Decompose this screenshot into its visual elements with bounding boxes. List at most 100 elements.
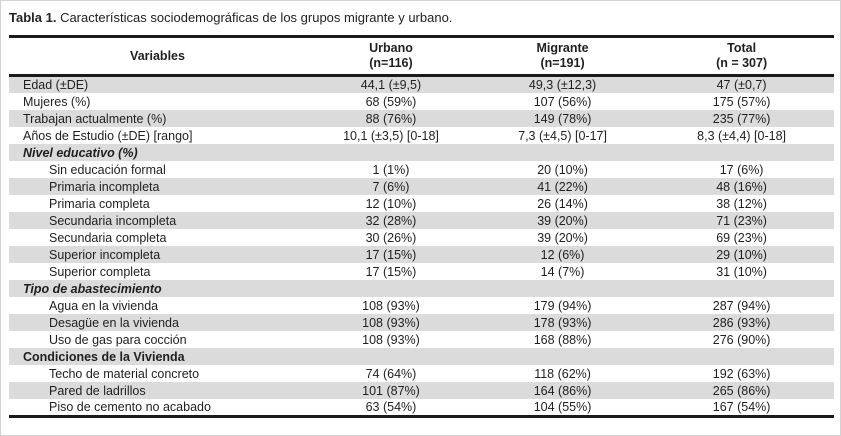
cell-migrante: 179 (94%) bbox=[533, 298, 592, 313]
cell-total: 276 (90%) bbox=[712, 332, 771, 347]
column-header-variables: Variables bbox=[9, 36, 306, 77]
cell-urbano: 63 (54%) bbox=[365, 400, 417, 414]
row-label: Edad (±DE) bbox=[23, 78, 89, 92]
column-header-urbano: Urbano (n=116) bbox=[306, 36, 476, 77]
cell-total: 38 (12%) bbox=[716, 196, 767, 211]
cell-migrante: 41 (22%) bbox=[537, 179, 588, 194]
column-header-migrante: Migrante (n=191) bbox=[475, 36, 650, 77]
table-row: Superior completa 17 (15%) 14 (7%) 31 (10%) bbox=[9, 263, 834, 280]
row-label: Primaria incompleta bbox=[49, 179, 160, 194]
table-title-text: Características sociodemográficas de los… bbox=[56, 10, 453, 25]
cell-migrante: 164 (86%) bbox=[533, 383, 592, 398]
cell-migrante: 14 (7%) bbox=[540, 264, 585, 279]
cell-total: 287 (94%) bbox=[712, 298, 771, 313]
row-label: Desagüe en la vivienda bbox=[49, 315, 179, 330]
table-row: Secundaria incompleta 32 (28%) 39 (20%) 71 … bbox=[9, 212, 834, 229]
cell-migrante: 39 (20%) bbox=[537, 230, 588, 245]
column-header-total: Total (n = 307) bbox=[649, 36, 834, 77]
cell-migrante: 107 (56%) bbox=[533, 94, 592, 109]
cell-total: 69 (23%) bbox=[716, 230, 767, 245]
section-row: Nivel educativo (%) bbox=[9, 144, 834, 161]
table-row: Techo de material concreto 74 (64%) 118 (6… bbox=[9, 365, 834, 382]
row-label: Secundaria incompleta bbox=[49, 213, 177, 228]
group-n: (n = 307) bbox=[716, 56, 768, 70]
table-row: Pared de ladrillos 101 (87%) 164 (86%) 265 … bbox=[9, 382, 834, 399]
cell-urbano: 108 (93%) bbox=[362, 315, 420, 330]
table-title-label: Tabla 1. bbox=[9, 10, 57, 25]
row-label: Sin educación formal bbox=[49, 162, 166, 177]
section-row: Condiciones de la Vivienda bbox=[9, 348, 834, 365]
row-label: Piso de cemento no acabado bbox=[49, 400, 211, 414]
table-row: Años de Estudio (±DE) [rango] 10,1 (±3,5)… bbox=[9, 127, 834, 144]
section-label: Condiciones de la Vivienda bbox=[23, 349, 185, 364]
table-row: Uso de gas para cocción 108 (93%) 168 (88%… bbox=[9, 331, 834, 348]
group-n: (n=116) bbox=[369, 56, 413, 70]
cell-migrante: 118 (62%) bbox=[534, 366, 591, 381]
header-row: Variables Urbano (n=116) Migrante (n=191… bbox=[9, 36, 834, 77]
cell-urbano: 17 (15%) bbox=[365, 247, 417, 262]
cell-urbano: 88 (76%) bbox=[365, 111, 417, 126]
row-label: Primaria completa bbox=[49, 196, 150, 211]
table-body: Edad (±DE) 44,1 (±9,5) 49,3 (±12,3) 47 (±0,… bbox=[9, 75, 834, 417]
cell-urbano: 1 (1%) bbox=[372, 162, 410, 177]
row-label: Superior completa bbox=[49, 264, 151, 279]
group-name: Total bbox=[727, 41, 757, 55]
cell-migrante: 7,3 (±4,5) [0-17] bbox=[518, 128, 607, 143]
cell-urbano: 108 (93%) bbox=[362, 298, 420, 313]
cell-migrante: 178 (93%) bbox=[533, 315, 592, 330]
table-row: Agua en la vivienda 108 (93%) 179 (94%) 287… bbox=[9, 297, 834, 314]
cell-urbano: 44,1 (±9,5) bbox=[360, 78, 422, 92]
sociodemographics-table: Variables Urbano (n=116) Migrante (n=191… bbox=[9, 35, 834, 418]
cell-total: 167 (54%) bbox=[712, 400, 771, 414]
table-row: Desagüe en la vivienda 108 (93%) 178 (93%)… bbox=[9, 314, 834, 331]
table-row: Piso de cemento no acabado 63 (54%) 104 (5… bbox=[9, 399, 834, 417]
cell-migrante: 104 (55%) bbox=[533, 400, 592, 414]
cell-total: 8,3 (±4,4) [0-18] bbox=[697, 128, 787, 143]
cell-total: 71 (23%) bbox=[716, 213, 767, 228]
table-row: Mujeres (%) 68 (59%) 107 (56%) 175 (57%) bbox=[9, 93, 834, 110]
table-row: Sin educación formal 1 (1%) 20 (10%) 17 (6%… bbox=[9, 161, 834, 178]
section-row: Tipo de abastecimiento bbox=[9, 280, 834, 297]
table-row: Secundaria completa 30 (26%) 39 (20%) 69 (2… bbox=[9, 229, 834, 246]
cell-urbano: 12 (10%) bbox=[365, 196, 417, 211]
table-row: Edad (±DE) 44,1 (±9,5) 49,3 (±12,3) 47 (±0,… bbox=[9, 75, 834, 93]
cell-urbano: 68 (59%) bbox=[365, 94, 417, 109]
cell-total: 265 (86%) bbox=[712, 383, 771, 398]
row-label: Años de Estudio (±DE) [rango] bbox=[23, 128, 193, 143]
cell-total: 175 (57%) bbox=[712, 94, 771, 109]
row-label: Secundaria completa bbox=[49, 230, 167, 245]
cell-migrante: 49,3 (±12,3) bbox=[528, 78, 597, 92]
table-header: Variables Urbano (n=116) Migrante (n=191… bbox=[9, 36, 834, 77]
group-name: Migrante bbox=[536, 41, 589, 55]
cell-urbano: 74 (64%) bbox=[365, 366, 417, 381]
cell-total: 286 (93%) bbox=[712, 315, 771, 330]
cell-urbano: 7 (6%) bbox=[372, 179, 410, 194]
cell-total: 192 (63%) bbox=[712, 366, 771, 381]
cell-total: 31 (10%) bbox=[716, 264, 767, 279]
row-label: Agua en la vivienda bbox=[49, 298, 159, 313]
table-row: Primaria completa 12 (10%) 26 (14%) 38 (12%… bbox=[9, 195, 834, 212]
section-label: Nivel educativo (%) bbox=[23, 145, 138, 160]
cell-migrante: 149 (78%) bbox=[533, 111, 592, 126]
cell-total: 235 (77%) bbox=[712, 111, 771, 126]
group-n: (n=191) bbox=[540, 56, 585, 70]
row-label: Trabajan actualmente (%) bbox=[23, 111, 167, 126]
cell-migrante: 20 (10%) bbox=[537, 162, 588, 177]
row-label: Pared de ladrillos bbox=[49, 383, 146, 398]
cell-migrante: 168 (88%) bbox=[533, 332, 592, 347]
cell-total: 48 (16%) bbox=[716, 179, 767, 194]
row-label: Techo de material concreto bbox=[49, 366, 200, 381]
table-row: Trabajan actualmente (%) 88 (76%) 149 (78%… bbox=[9, 110, 834, 127]
cell-urbano: 30 (26%) bbox=[365, 230, 417, 245]
cell-urbano: 108 (93%) bbox=[362, 332, 420, 347]
cell-urbano: 17 (15%) bbox=[365, 264, 417, 279]
cell-migrante: 39 (20%) bbox=[537, 213, 588, 228]
table-row: Superior incompleta 17 (15%) 12 (6%) 29 (10… bbox=[9, 246, 834, 263]
cell-urbano: 10,1 (±3,5) [0-18] bbox=[343, 128, 439, 143]
table-row: Primaria incompleta 7 (6%) 41 (22%) 48 (16%… bbox=[9, 178, 834, 195]
row-label: Uso de gas para cocción bbox=[49, 332, 187, 347]
cell-total: 29 (10%) bbox=[716, 247, 767, 262]
cell-total: 47 (±0,7) bbox=[716, 78, 767, 92]
group-name: Urbano bbox=[369, 41, 413, 55]
